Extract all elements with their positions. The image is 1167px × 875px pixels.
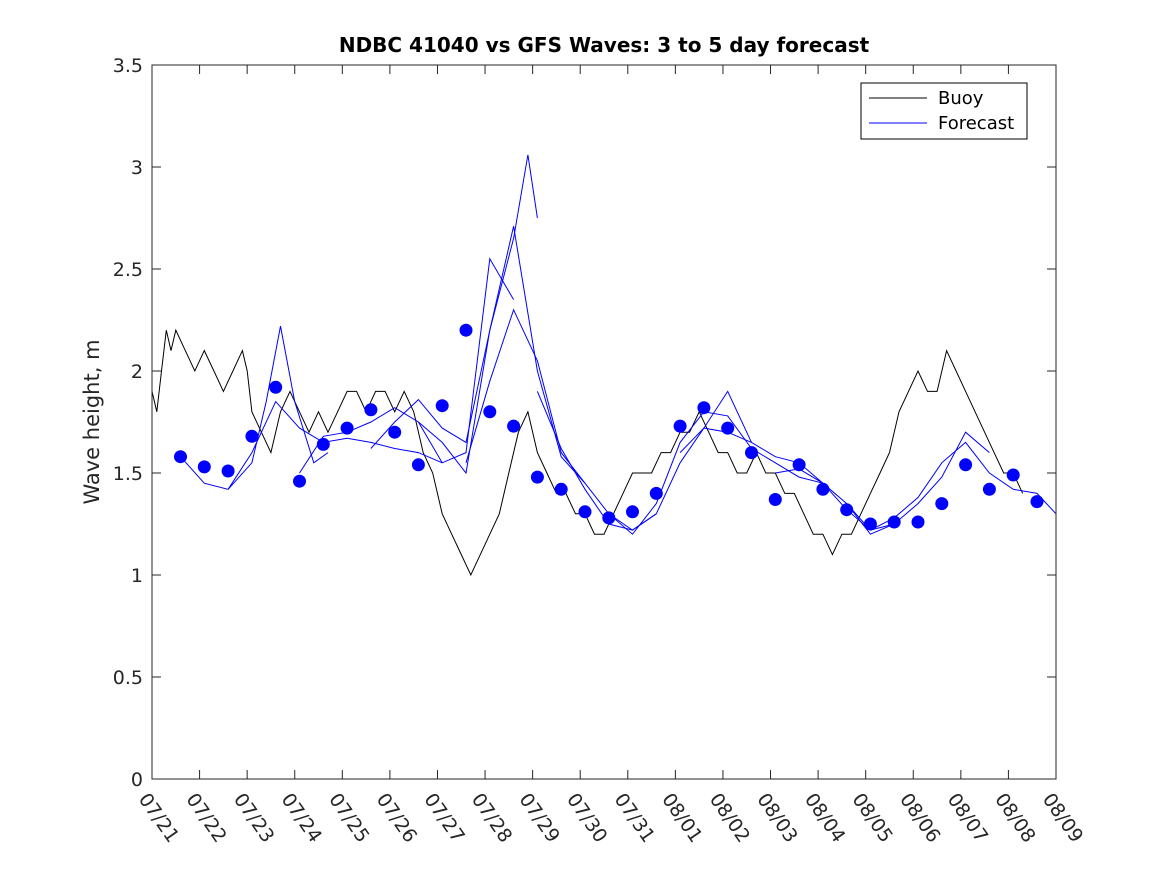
forecast-run-line-4 [418, 154, 538, 475]
y-tick-label: 2.5 [113, 259, 143, 281]
forecast-marker [530, 470, 544, 484]
forecast-marker [792, 458, 806, 472]
forecast-marker [269, 380, 283, 394]
forecast-marker [364, 403, 378, 417]
x-tick-label: 07/22 [181, 789, 230, 846]
forecast-run-line-1 [227, 400, 443, 490]
forecast-run-line-6 [536, 391, 752, 531]
forecast-marker [388, 425, 402, 439]
y-axis-label: Wave height, m [80, 339, 104, 504]
forecast-run-line-5 [465, 308, 657, 531]
forecast-marker [935, 497, 949, 511]
x-tick-label: 08/08 [990, 789, 1039, 846]
x-tick-label: 07/21 [134, 789, 183, 846]
forecast-marker [887, 515, 901, 529]
forecast-marker [1006, 468, 1020, 482]
y-tick-label: 2 [131, 361, 143, 383]
forecast-run-line-2 [299, 257, 515, 474]
forecast-marker [554, 482, 568, 496]
forecast-run-line-10 [846, 441, 1056, 531]
x-tick-label: 07/29 [515, 789, 564, 846]
axes-frame [151, 64, 1057, 780]
forecast-marker [316, 437, 330, 451]
legend-label-buoy: Buoy [938, 88, 984, 109]
forecast-marker [626, 505, 639, 519]
forecast-marker [578, 505, 592, 519]
forecast-marker [1030, 495, 1044, 509]
x-tick-label: 07/26 [372, 789, 421, 846]
y-tick-label: 1 [131, 565, 143, 587]
forecast-marker [745, 446, 758, 460]
forecast-marker [959, 458, 973, 472]
plot-area [152, 65, 1056, 779]
forecast-marker [507, 419, 521, 433]
y-tick-label: 0.5 [113, 667, 143, 689]
forecast-marker [411, 458, 425, 472]
legend: Buoy Forecast [860, 82, 1028, 140]
forecast-marker [459, 323, 473, 337]
x-tick-label: 08/01 [657, 789, 706, 846]
forecast-marker [840, 503, 854, 517]
forecast-marker [721, 421, 735, 435]
chart-title: NDBC 41040 vs GFS Waves: 3 to 5 day fore… [339, 33, 870, 57]
forecast-marker [483, 405, 497, 419]
forecast-run-line-8 [679, 390, 895, 531]
legend-label-forecast: Forecast [938, 113, 1014, 134]
x-tick-label: 07/25 [324, 789, 373, 846]
forecast-run-line-9 [775, 431, 990, 535]
x-tick-label: 08/03 [752, 789, 801, 846]
forecast-run-line-3 [370, 226, 586, 484]
forecast-marker [697, 401, 711, 415]
forecast-marker [602, 511, 616, 525]
forecast-marker [911, 515, 925, 529]
forecast-marker [982, 482, 996, 496]
buoy-series-line [152, 328, 1024, 577]
y-tick-label: 3.5 [113, 55, 143, 77]
x-tick-label: 07/27 [419, 789, 468, 846]
x-tick-label: 08/02 [705, 789, 754, 846]
forecast-marker [435, 399, 449, 413]
forecast-run-line-0 [180, 326, 329, 490]
forecast-marker [197, 460, 211, 474]
x-tick-label: 07/31 [610, 789, 659, 846]
x-tick-label: 08/09 [1038, 789, 1087, 846]
forecast-marker [340, 421, 354, 435]
y-tick-label: 0 [131, 769, 143, 791]
forecast-marker [221, 464, 235, 478]
x-tick-label: 08/07 [943, 789, 992, 846]
legend-box [860, 82, 1028, 140]
forecast-marker [816, 482, 830, 496]
forecast-marker [649, 486, 663, 500]
x-tick-label: 08/05 [848, 789, 897, 846]
x-tick-label: 08/06 [895, 789, 944, 846]
forecast-marker [768, 493, 782, 506]
y-tick-label: 1.5 [113, 463, 143, 485]
x-tick-label: 07/23 [229, 789, 278, 846]
x-tick-label: 08/04 [800, 789, 849, 846]
forecast-run-line-7 [608, 411, 824, 535]
forecast-marker [673, 419, 687, 433]
x-tick-label: 07/28 [467, 789, 516, 846]
x-tick-label: 07/30 [562, 789, 611, 846]
forecast-marker [245, 429, 259, 443]
x-tick-label: 07/24 [277, 789, 326, 846]
forecast-marker [293, 474, 306, 488]
forecast-marker [863, 517, 877, 531]
forecast-marker [174, 450, 187, 464]
y-tick-label: 3 [131, 157, 143, 179]
